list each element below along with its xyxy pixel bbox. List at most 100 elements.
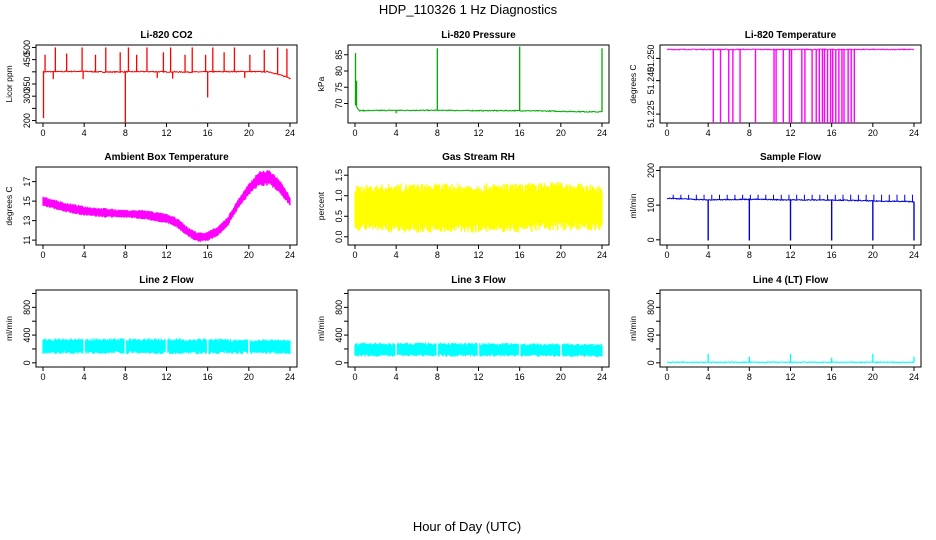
y-axis-label: degrees C xyxy=(628,64,638,103)
chart-panel: Sample Flow 0 4 8 12 16 20 24 0 100 200 ml/min xyxy=(628,152,922,260)
chart-panel: Ambient Box Temperature 0 4 8 12 16 20 24 11 13 15… xyxy=(4,152,298,260)
y-axis-label: percent xyxy=(316,191,326,220)
chart-title: Sample Flow xyxy=(760,152,821,163)
x-tick-label: 24 xyxy=(285,250,295,260)
x-tick-label: 16 xyxy=(515,128,525,138)
chart-panel: Line 3 Flow 0 4 8 12 16 20 24 0 400 800 ml/min xyxy=(316,275,610,382)
x-tick-label: 24 xyxy=(597,128,607,138)
series-line-sample-flow xyxy=(666,197,915,203)
x-tick-label: 8 xyxy=(747,250,752,260)
x-tick-label: 0 xyxy=(40,250,45,260)
y-tick-label: 17 xyxy=(22,177,32,187)
chart-title: Line 3 Flow xyxy=(451,275,506,286)
y-axis-label: ml/min xyxy=(316,316,326,341)
x-tick-label: 20 xyxy=(244,372,254,382)
series-band-box-temp xyxy=(42,170,291,242)
x-tick-label: 8 xyxy=(747,128,752,138)
chart-panel: Li-820 Pressure 0 4 8 12 16 20 24 70 75 80 85 kPa xyxy=(316,30,610,138)
y-tick-label: 800 xyxy=(334,300,344,315)
x-tick-label: 12 xyxy=(785,128,795,138)
y-tick-label: 51.240 xyxy=(646,67,656,95)
x-tick-label: 8 xyxy=(435,128,440,138)
x-tick-label: 20 xyxy=(244,128,254,138)
series-line-pressure xyxy=(354,103,603,113)
x-tick-label: 24 xyxy=(285,128,295,138)
figure-title: HDP_110326 1 Hz Diagnostics xyxy=(379,2,558,17)
x-tick-label: 24 xyxy=(909,250,919,260)
y-tick-label: 100 xyxy=(646,198,656,213)
plot-frame xyxy=(659,44,922,124)
y-tick-label: 80 xyxy=(334,66,344,76)
x-tick-label: 8 xyxy=(123,372,128,382)
x-tick-label: 12 xyxy=(785,250,795,260)
y-tick-label: 0 xyxy=(646,237,656,242)
series-band-rh xyxy=(354,181,603,233)
x-tick-label: 4 xyxy=(394,372,399,382)
y-tick-label: 400 xyxy=(22,328,32,343)
x-tick-label: 0 xyxy=(40,372,45,382)
y-tick-label: 0 xyxy=(646,360,656,365)
chart-title: Ambient Box Temperature xyxy=(104,152,229,163)
y-tick-label: 0.5 xyxy=(334,210,344,223)
y-tick-label: 13 xyxy=(22,216,32,226)
x-tick-label: 4 xyxy=(82,250,87,260)
x-tick-label: 16 xyxy=(827,128,837,138)
y-axis-label: degrees C xyxy=(4,186,14,225)
x-tick-label: 8 xyxy=(435,372,440,382)
chart-title: Gas Stream RH xyxy=(442,152,515,163)
plot-frame xyxy=(35,289,298,368)
x-tick-label: 12 xyxy=(161,250,171,260)
y-tick-label: 800 xyxy=(646,300,656,315)
x-tick-label: 16 xyxy=(203,372,213,382)
y-tick-label: 200 xyxy=(646,163,656,178)
x-tick-label: 0 xyxy=(352,250,357,260)
x-tick-label: 0 xyxy=(352,372,357,382)
y-tick-label: 350 xyxy=(22,76,32,91)
y-tick-label: 15 xyxy=(22,196,32,206)
x-tick-label: 0 xyxy=(664,372,669,382)
chart-title: Li-820 Pressure xyxy=(441,30,516,41)
y-tick-label: 70 xyxy=(334,98,344,108)
y-tick-label: 51.250 xyxy=(646,45,656,73)
y-axis-label: ml/min xyxy=(628,316,638,341)
x-tick-label: 12 xyxy=(161,128,171,138)
x-axis-label: Hour of Day (UTC) xyxy=(413,519,521,534)
plot-frame xyxy=(35,44,298,124)
x-tick-label: 8 xyxy=(123,128,128,138)
x-tick-label: 20 xyxy=(868,128,878,138)
y-axis-label: kPa xyxy=(316,76,326,91)
x-tick-label: 4 xyxy=(394,250,399,260)
x-tick-label: 24 xyxy=(285,372,295,382)
x-tick-label: 24 xyxy=(597,250,607,260)
y-tick-label: 450 xyxy=(22,52,32,67)
chart-panel: Line 4 (LT) Flow 0 4 8 12 16 20 24 0 400 800 ml/min xyxy=(628,275,922,382)
y-axis-label: Licor ppm xyxy=(4,65,14,102)
y-axis-label: ml/min xyxy=(628,193,638,218)
x-tick-label: 24 xyxy=(909,128,919,138)
y-tick-label: 1.0 xyxy=(334,189,344,202)
y-tick-label: 800 xyxy=(22,300,32,315)
y-tick-label: 400 xyxy=(334,328,344,343)
x-tick-label: 12 xyxy=(473,372,483,382)
x-tick-label: 12 xyxy=(785,372,795,382)
x-tick-label: 0 xyxy=(40,128,45,138)
x-tick-label: 16 xyxy=(515,250,525,260)
x-tick-label: 8 xyxy=(123,250,128,260)
x-tick-label: 24 xyxy=(597,372,607,382)
chart-title: Line 2 Flow xyxy=(139,275,194,286)
x-tick-label: 4 xyxy=(706,372,711,382)
x-tick-label: 0 xyxy=(664,250,669,260)
x-tick-label: 4 xyxy=(82,372,87,382)
x-tick-label: 16 xyxy=(515,372,525,382)
x-tick-label: 16 xyxy=(827,372,837,382)
chart-title: Line 4 (LT) Flow xyxy=(753,275,829,286)
chart-panel: Li-820 Temperature 0 4 8 12 16 20 24 51.225 51.24… xyxy=(628,30,922,138)
x-tick-label: 8 xyxy=(747,372,752,382)
chart-title: Li-820 Temperature xyxy=(745,30,837,41)
chart-title: Li-820 CO2 xyxy=(140,30,193,41)
chart-panel: Gas Stream RH 0 4 8 12 16 20 24 0.0 0.5 1.0 1.5 perc… xyxy=(316,152,610,260)
x-tick-label: 24 xyxy=(909,372,919,382)
x-tick-label: 8 xyxy=(435,250,440,260)
y-tick-label: 51.225 xyxy=(646,100,656,128)
